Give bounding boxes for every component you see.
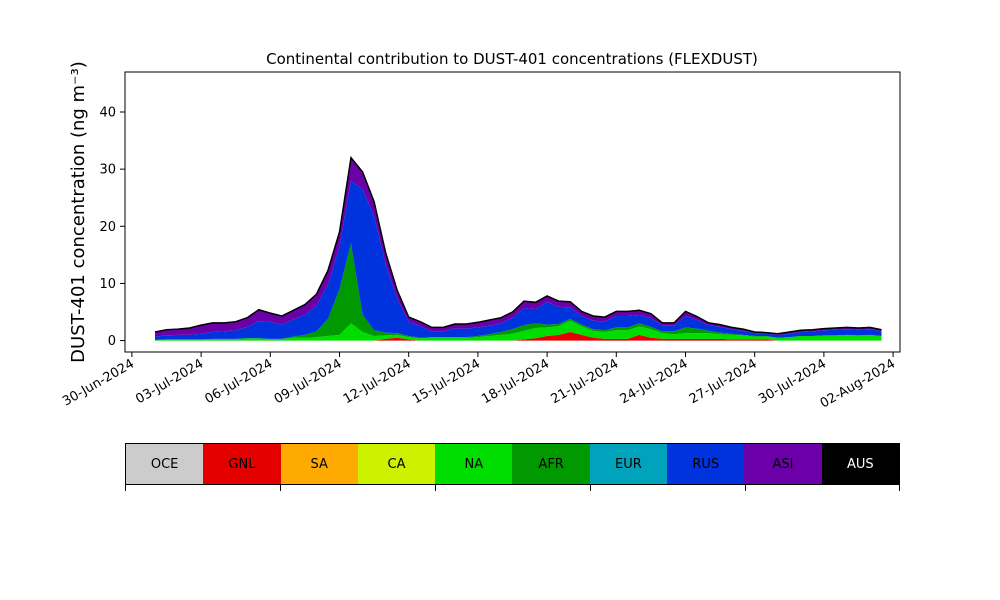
region-legend-colorbar: OCE GNL SA CA NA AFR EUR RUS ASI AUS bbox=[125, 443, 900, 485]
x-tick-label: 12-Jul-2024 bbox=[341, 356, 414, 407]
x-tick-label: 30-Jun-2024 bbox=[60, 356, 137, 409]
legend-item-gnl: GNL bbox=[203, 444, 281, 484]
legend-tick bbox=[899, 485, 900, 491]
plot-frame bbox=[124, 71, 901, 353]
x-tick-label: 15-Jul-2024 bbox=[410, 356, 483, 407]
plot-total-line bbox=[154, 155, 882, 335]
area-series-na bbox=[155, 320, 882, 341]
y-tick-label: 30 bbox=[99, 163, 116, 178]
legend-tick bbox=[125, 485, 126, 491]
legend-item-aus: AUS bbox=[821, 444, 899, 484]
total-concentration-line bbox=[154, 155, 882, 335]
y-axis-label: DUST-401 concentration (ng m⁻³) bbox=[68, 61, 89, 363]
y-tick-label: 10 bbox=[99, 277, 116, 292]
legend-ticks bbox=[125, 485, 900, 491]
y-tick-label: 20 bbox=[99, 220, 116, 235]
legend-item-asi: ASI bbox=[744, 444, 822, 484]
area-series-afr bbox=[155, 243, 882, 340]
x-tick-label: 21-Jul-2024 bbox=[548, 356, 621, 407]
x-tick-label: 09-Jul-2024 bbox=[272, 356, 345, 407]
legend-item-eur: EUR bbox=[589, 444, 668, 484]
legend-item-ca: CA bbox=[357, 444, 436, 484]
y-axis: 0 10 20 30 40 bbox=[99, 106, 125, 349]
y-tick-label: 0 bbox=[108, 334, 116, 349]
y-tick-label: 40 bbox=[99, 106, 116, 121]
x-tick-label: 18-Jul-2024 bbox=[479, 356, 552, 407]
x-tick-label: 02-Aug-2024 bbox=[818, 356, 898, 411]
legend-tick bbox=[435, 485, 436, 491]
legend-item-afr: AFR bbox=[512, 444, 590, 484]
x-tick-label: 06-Jul-2024 bbox=[202, 356, 275, 407]
x-tick-label: 03-Jul-2024 bbox=[133, 356, 206, 407]
legend-tick bbox=[280, 485, 281, 491]
plot-area-series bbox=[155, 157, 882, 341]
x-tick-label: 27-Jul-2024 bbox=[687, 356, 760, 407]
legend-item-oce: OCE bbox=[126, 444, 204, 484]
x-axis: 30-Jun-202403-Jul-202406-Jul-202409-Jul-… bbox=[60, 352, 898, 412]
area-series-asi bbox=[155, 157, 882, 337]
legend-item-rus: RUS bbox=[667, 444, 745, 484]
chart-title: Continental contribution to DUST-401 con… bbox=[266, 50, 758, 68]
legend-item-na: NA bbox=[435, 444, 513, 484]
legend-tick bbox=[590, 485, 591, 491]
legend-item-sa: SA bbox=[280, 444, 358, 484]
x-tick-label: 24-Jul-2024 bbox=[618, 356, 691, 407]
legend-tick bbox=[745, 485, 746, 491]
